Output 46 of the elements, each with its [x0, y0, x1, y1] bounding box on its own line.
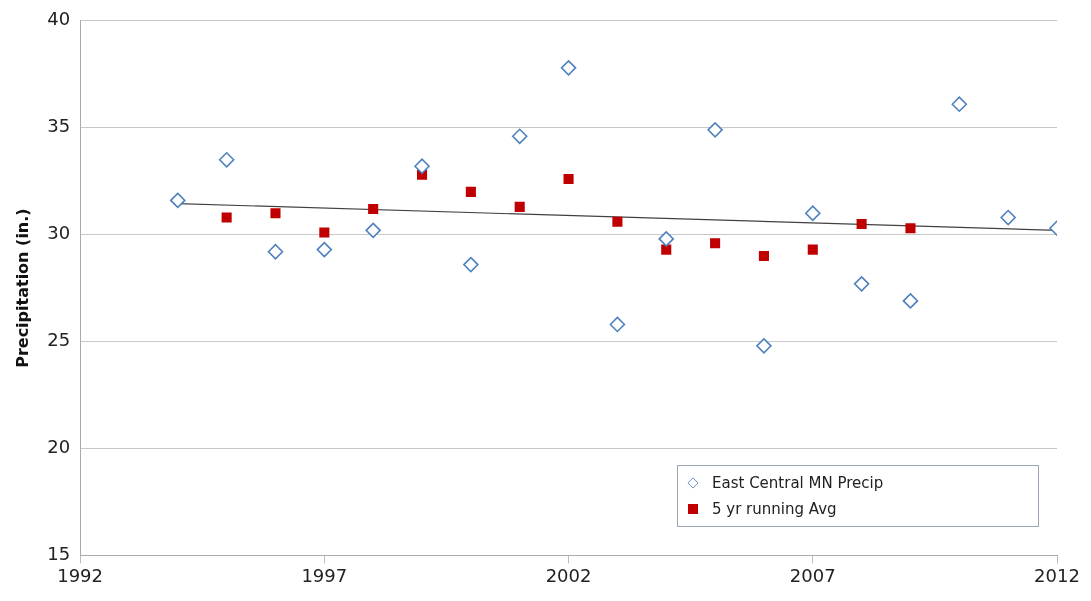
point	[221, 212, 232, 223]
y-tick-label: 30	[47, 222, 71, 244]
point	[465, 186, 476, 197]
point	[169, 192, 186, 209]
y-tick-label: 40	[47, 8, 71, 30]
point	[902, 293, 919, 309]
point	[807, 244, 818, 255]
point	[661, 244, 672, 255]
y-tick-label: 25	[47, 329, 71, 351]
x-tick-label: 1997	[301, 564, 348, 586]
point	[368, 203, 379, 215]
point	[951, 96, 968, 112]
y-tick-label: 35	[47, 115, 71, 137]
point	[511, 128, 528, 145]
x-tick-label: 1992	[57, 564, 104, 586]
point	[758, 250, 769, 262]
y-axis-title: Precipitation (in.)	[12, 208, 32, 368]
point	[707, 122, 723, 138]
x-tick-label: 2012	[1034, 564, 1080, 586]
y-tick-label: 15	[47, 543, 71, 565]
point	[218, 152, 235, 168]
point	[563, 174, 574, 185]
point	[710, 238, 721, 249]
point	[609, 316, 626, 333]
point	[316, 241, 333, 258]
y-tick-label: 20	[47, 436, 71, 458]
point	[853, 276, 870, 292]
point	[804, 205, 821, 222]
point	[905, 223, 916, 234]
point	[319, 227, 330, 238]
x-tick-label: 2007	[789, 564, 836, 586]
point	[463, 256, 479, 273]
legend-label: East Central MN Precip	[712, 474, 884, 493]
point	[514, 201, 525, 212]
point	[365, 222, 381, 239]
point	[756, 338, 772, 354]
point	[414, 158, 430, 175]
point	[1000, 209, 1016, 226]
legend-label: 5 yr running Avg	[712, 500, 837, 519]
point	[270, 208, 281, 219]
point	[267, 243, 284, 260]
point	[856, 218, 867, 229]
point	[560, 60, 577, 76]
point	[612, 216, 623, 227]
x-tick-label: 2002	[545, 564, 592, 586]
point	[658, 231, 675, 247]
